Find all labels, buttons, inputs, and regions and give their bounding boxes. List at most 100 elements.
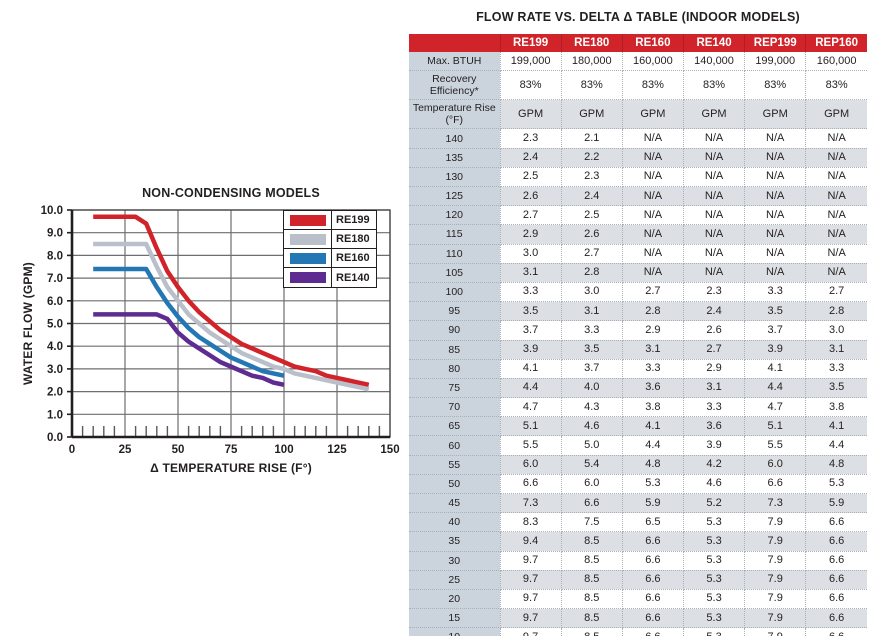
table-cell: 83% [561, 70, 623, 101]
row-label: 10 [409, 627, 501, 636]
table-cell: N/A [805, 167, 867, 188]
table-row: 125 2.6 2.4 N/A N/A N/A N/A [409, 186, 867, 207]
table-cell: N/A [805, 148, 867, 168]
row-label: 95 [409, 301, 501, 322]
table-cell: 4.1 [805, 416, 867, 437]
legend-color-swatch [289, 252, 326, 264]
y-tick-label: 6.0 [47, 296, 63, 308]
table-cell: 5.2 [683, 493, 746, 514]
table-cell: N/A [805, 263, 867, 283]
table-cell: 5.3 [805, 474, 867, 495]
legend-label: RE160 [336, 252, 370, 264]
table-cell: N/A [622, 167, 684, 188]
table-cell: N/A [744, 186, 807, 207]
row-label: 90 [409, 320, 501, 341]
table-cell: N/A [683, 224, 746, 245]
table-row: 100 3.3 3.0 2.7 2.3 3.3 2.7 [409, 282, 867, 303]
legend-swatch-cell [284, 268, 332, 287]
chart-title: NON-CONDENSING MODELS [142, 186, 320, 200]
table-cell: 4.1 [744, 359, 807, 379]
table-cell: N/A [683, 148, 746, 168]
legend-row: RE140 [284, 268, 376, 287]
table-cell: 6.6 [622, 608, 684, 629]
legend-color-swatch [289, 272, 326, 283]
table-row: 15 9.7 8.5 6.6 5.3 7.9 6.6 [409, 608, 867, 629]
y-tick-label: 2.0 [47, 387, 63, 399]
table-cell: 4.3 [561, 397, 623, 418]
table-cell: N/A [622, 186, 684, 207]
row-label: 115 [409, 224, 501, 245]
table-cell: 7.9 [744, 570, 807, 590]
table-cell: 5.3 [683, 512, 746, 533]
table-cell: 8.5 [561, 551, 623, 571]
table-cell: 2.5 [500, 167, 562, 188]
table-cell: 2.7 [561, 244, 623, 264]
table-cell: 4.1 [622, 416, 684, 437]
row-label: 80 [409, 359, 501, 379]
table-cell: 3.0 [805, 320, 867, 341]
table-row: 95 3.5 3.1 2.8 2.4 3.5 2.8 [409, 301, 867, 322]
table-cell: 2.3 [561, 167, 623, 188]
column-header: RE160 [622, 34, 684, 52]
table-cell: N/A [805, 224, 867, 245]
table-cell: N/A [744, 224, 807, 245]
table-cell: 4.4 [622, 435, 684, 456]
table-cell: 180,000 [561, 52, 623, 72]
table-cell: GPM [805, 99, 867, 130]
table-cell: 4.8 [622, 455, 684, 475]
table-cell: 2.5 [561, 205, 623, 226]
table-cell: 2.6 [683, 320, 746, 341]
table-cell: 9.7 [500, 608, 562, 629]
table-header-row: RE199 RE180 RE160 RE140 REP199 REP160 [409, 34, 867, 52]
table-cell: 2.4 [561, 186, 623, 207]
legend-row: RE160 [284, 249, 376, 268]
row-label: 35 [409, 531, 501, 552]
table-cell: 2.7 [805, 282, 867, 303]
table-row: 109.78.56.65.37.96.6 [409, 627, 867, 636]
x-tick-label: 25 [119, 444, 132, 456]
table-row: 70 4.7 4.3 3.8 3.3 4.7 3.8 [409, 397, 867, 418]
table-cell: 6.6 [805, 512, 867, 533]
legend-row: RE199 [284, 211, 376, 230]
table-cell: N/A [683, 205, 746, 226]
row-label: Max. BTUH [409, 52, 501, 72]
row-label: 110 [409, 244, 501, 264]
table-row: 35 9.4 8.5 6.6 5.3 7.9 6.6 [409, 531, 867, 552]
series-line-RE199 [93, 214, 370, 387]
table-cell: N/A [622, 224, 684, 245]
table-cell: 3.1 [561, 301, 623, 322]
table-cell: 5.4 [561, 455, 623, 475]
table-row: 85 3.9 3.5 3.1 2.7 3.9 3.1 [409, 340, 867, 360]
table-cell: 3.5 [500, 301, 562, 322]
table-cell: 3.6 [622, 378, 684, 399]
table-cell: N/A [744, 205, 807, 226]
row-label: 105 [409, 263, 501, 283]
table-cell: 3.9 [744, 340, 807, 360]
series-line-RE180 [93, 241, 370, 392]
table-cell: 83% [683, 70, 746, 101]
table-cell: 7.9 [744, 589, 807, 610]
table-cell: 4.4 [500, 378, 562, 399]
table-cell: 6.6 [622, 551, 684, 571]
table-cell: 2.1 [561, 128, 623, 149]
table-cell: 5.3 [683, 589, 746, 610]
table-cell: 4.0 [561, 378, 623, 399]
x-tick-label: 125 [327, 444, 347, 456]
x-tick-label: 100 [274, 444, 293, 456]
table-cell: 6.6 [805, 627, 867, 636]
table-cell: 8.3 [500, 512, 562, 533]
table-cell: 3.3 [622, 359, 684, 379]
table-row: 110 3.0 2.7 N/A N/A N/A N/A [409, 244, 867, 264]
table-cell: N/A [744, 167, 807, 188]
table-cell: 2.3 [683, 282, 746, 303]
table-cell: 2.7 [683, 340, 746, 360]
table-cell: 4.4 [744, 378, 807, 399]
table-cell: 6.0 [744, 455, 807, 475]
table-section: FLOW RATE VS. DELTA Δ TABLE (INDOOR MODE… [409, 10, 867, 636]
table-cell: 8.5 [561, 531, 623, 552]
table-row: 60 5.5 5.0 4.4 3.9 5.5 4.4 [409, 435, 867, 456]
x-tick-label: 0 [69, 444, 75, 456]
table-cell: 5.9 [622, 493, 684, 514]
table-cell: 2.8 [561, 263, 623, 283]
table-cell: 140,000 [683, 52, 746, 72]
